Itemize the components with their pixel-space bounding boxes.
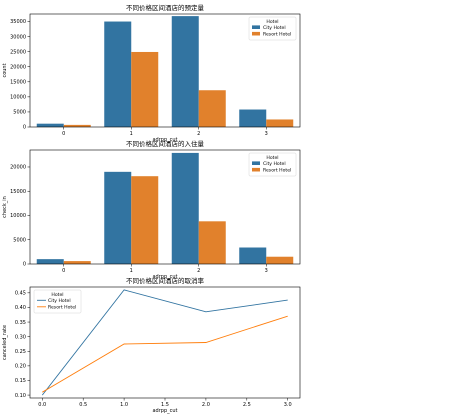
bar-resort-hotel-1: [131, 176, 159, 264]
legend-title: Hotel: [266, 19, 278, 25]
x-tick-label: 2: [197, 268, 200, 274]
x-tick-label: 0: [62, 131, 65, 137]
plot-frame: [29, 149, 301, 265]
legend-label: Resort Hotel: [263, 31, 291, 37]
x-tick-label: 0.0: [38, 402, 46, 408]
bar-city-hotel-0: [36, 259, 64, 264]
y-tick-label: 0: [23, 125, 26, 131]
y-tick-label: 5000: [13, 110, 26, 116]
x-tick-label: 2: [197, 131, 200, 137]
chart-panel-3: 不同价格区间酒店的取消率 0.10 0.15 0.20 0.25 0.30 0.35 0.40…: [2, 276, 301, 414]
y-axis-title: canceled_rate: [2, 325, 8, 360]
plot-frame: [29, 286, 301, 399]
legend-label: City Hotel: [48, 298, 71, 304]
y-tick-label: 0.25: [15, 349, 26, 355]
line-city-hotel: [41, 289, 288, 396]
legend-label: City Hotel: [263, 161, 286, 167]
y-tick-label: 0.30: [15, 334, 26, 340]
bar-resort-hotel-0: [63, 261, 91, 264]
y-axis-title: count: [2, 63, 8, 77]
y-tick-label: 20000: [10, 165, 26, 171]
y-tick-label: 15000: [10, 80, 26, 86]
chart-title: 不同价格区间酒店的取消率: [126, 276, 205, 285]
bar-resort-hotel-3: [266, 256, 294, 264]
legend-label: Resort Hotel: [48, 304, 76, 310]
y-tick-label: 0: [23, 262, 26, 268]
bar-city-hotel-1: [104, 171, 132, 264]
bar-resort-hotel-2: [198, 221, 226, 264]
y-axis-title: check_in: [2, 196, 8, 218]
legend-frame: [33, 289, 82, 314]
x-tick-label: 0.5: [79, 402, 87, 408]
x-tick-label: 0: [62, 268, 65, 274]
legend-label: Resort Hotel: [263, 167, 291, 173]
legend-swatch: [252, 31, 260, 36]
chart-panel-1: 不同价格区间酒店的预定量 0 5000 10000 15000 20000 25000 300…: [2, 3, 301, 143]
bar-resort-hotel-0: [63, 124, 91, 127]
bar-city-hotel-3: [239, 109, 267, 127]
y-tick-label: 10000: [10, 95, 26, 101]
y-tick-label: 20000: [10, 64, 26, 70]
y-tick-label: 0.15: [15, 378, 26, 384]
bar-resort-hotel-2: [198, 90, 226, 127]
bar-resort-hotel-3: [266, 119, 294, 127]
legend-frame: [248, 16, 297, 41]
bar-city-hotel-0: [36, 123, 64, 127]
x-axis-title: adrpp_cut: [152, 274, 177, 280]
x-axis-title: adrpp_cut: [152, 137, 177, 143]
line-resort-hotel: [42, 315, 288, 393]
bar-resort-hotel-1: [131, 51, 159, 127]
y-tick-label: 5000: [13, 237, 26, 243]
legend-title: Hotel: [51, 292, 63, 298]
x-tick-label: 3: [265, 268, 268, 274]
x-tick-label: 2.0: [202, 402, 210, 408]
x-tick-label: 2.5: [243, 402, 251, 408]
y-tick-label: 0.20: [15, 364, 26, 370]
bar-city-hotel-3: [239, 247, 267, 264]
legend-swatch: [252, 167, 260, 172]
x-tick-label: 1.0: [120, 402, 128, 408]
bar-city-hotel-2: [171, 152, 199, 264]
legend-label: City Hotel: [263, 25, 286, 31]
y-tick-label: 0.35: [15, 320, 26, 326]
legend-frame: [248, 152, 297, 177]
y-tick-label: 0.40: [15, 305, 26, 311]
y-tick-label: 10000: [10, 213, 26, 219]
legend-swatch: [252, 25, 260, 29]
y-tick-label: 0.45: [15, 291, 26, 297]
y-tick-label: 25000: [10, 49, 26, 55]
x-tick-label: 1: [130, 268, 133, 274]
bar-city-hotel-2: [171, 16, 199, 128]
x-tick-label: 1.5: [161, 402, 169, 408]
x-tick-label: 3: [265, 131, 268, 137]
plot-frame: [29, 13, 301, 128]
y-tick-label: 35000: [10, 19, 26, 25]
legend-title: Hotel: [266, 155, 278, 161]
y-tick-label: 0.10: [15, 393, 26, 399]
x-tick-label: 3.0: [284, 402, 292, 408]
chart-title: 不同价格区间酒店的预定量: [126, 3, 205, 12]
legend-swatch: [252, 161, 260, 165]
x-tick-label: 1: [130, 131, 133, 137]
bar-city-hotel-1: [104, 21, 132, 127]
y-tick-label: 30000: [10, 34, 26, 40]
chart-title: 不同价格区间酒店的入住量: [126, 139, 205, 148]
x-axis-title: adrpp_cut: [152, 408, 177, 414]
y-tick-label: 15000: [10, 189, 26, 195]
chart-panel-2: 不同价格区间酒店的入住量 0 5000 10000 15000 20000 0 1 2 3 adrp…: [2, 139, 301, 280]
